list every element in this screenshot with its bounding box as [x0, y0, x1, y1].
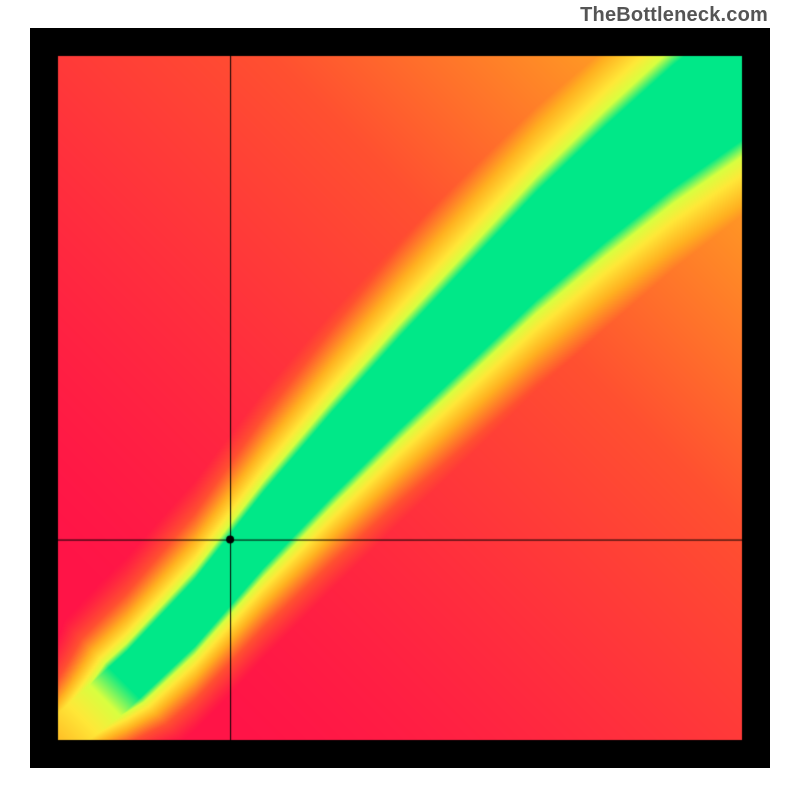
watermark-text: TheBottleneck.com	[580, 4, 768, 27]
bottleneck-heatmap	[30, 28, 770, 768]
bottleneck-heatmap-frame	[30, 28, 770, 768]
